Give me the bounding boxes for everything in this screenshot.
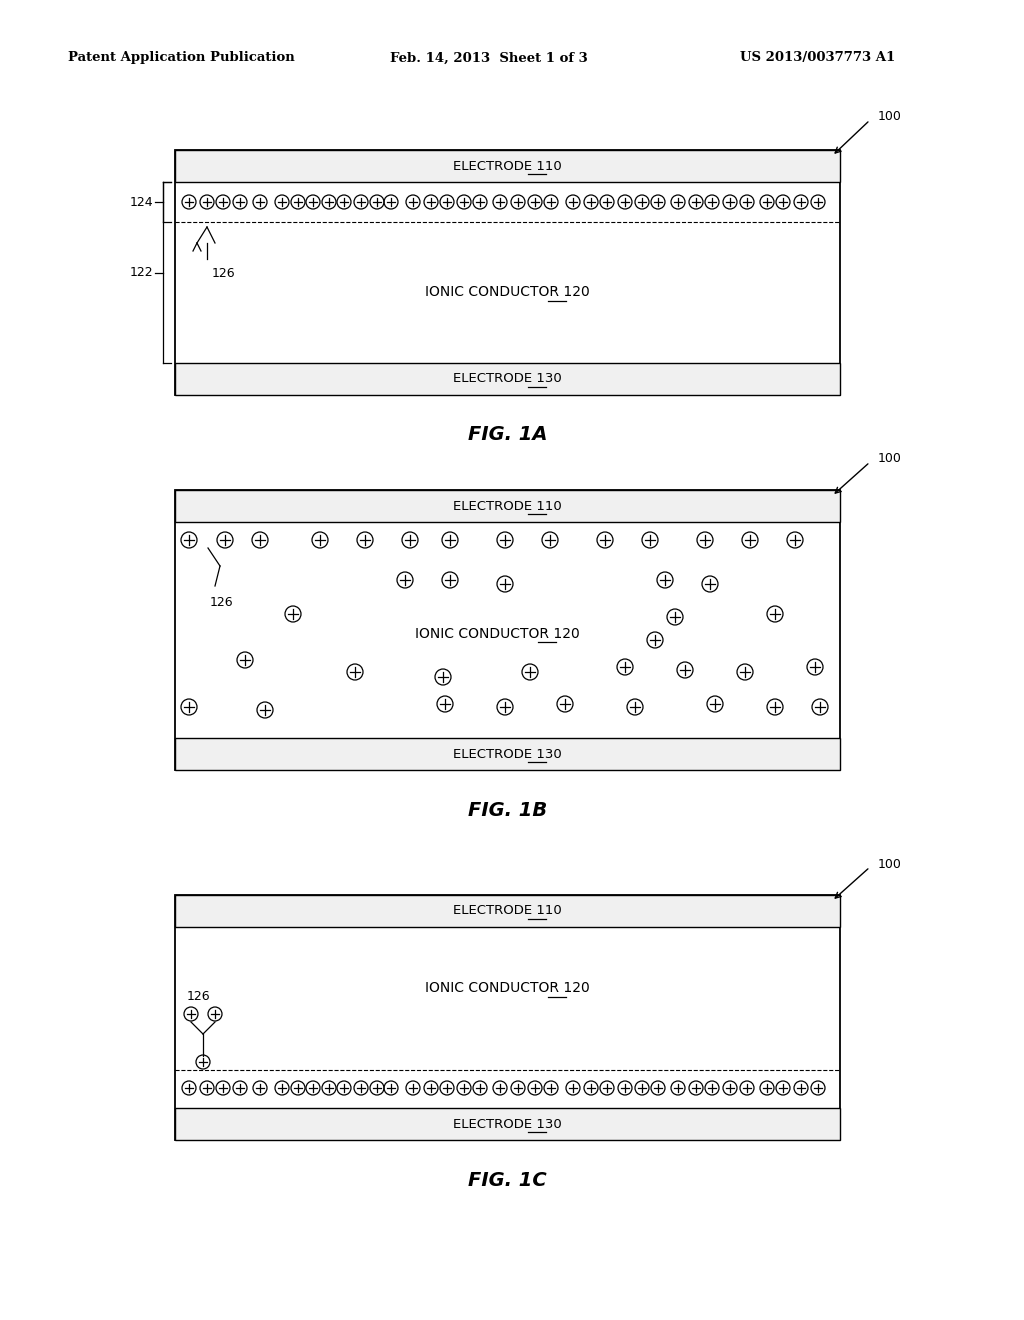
Text: ELECTRODE 130: ELECTRODE 130 — [454, 747, 562, 760]
Bar — [175, 363, 840, 395]
Text: 126: 126 — [212, 267, 236, 280]
Text: 126: 126 — [187, 990, 211, 1003]
Bar — [175, 150, 840, 182]
Text: IONIC CONDUCTOR 120: IONIC CONDUCTOR 120 — [415, 627, 580, 642]
Text: ELECTRODE 130: ELECTRODE 130 — [454, 1118, 562, 1130]
Bar — [175, 1107, 840, 1140]
Text: ELECTRODE 110: ELECTRODE 110 — [454, 160, 562, 173]
Text: ELECTRODE 130: ELECTRODE 130 — [454, 372, 562, 385]
Text: 122: 122 — [129, 267, 153, 279]
Text: 100: 100 — [878, 453, 902, 466]
Bar — [175, 490, 840, 770]
Bar — [175, 150, 840, 395]
Text: 124: 124 — [129, 195, 153, 209]
Text: 100: 100 — [878, 111, 902, 124]
Text: IONIC CONDUCTOR 120: IONIC CONDUCTOR 120 — [425, 285, 590, 300]
Bar — [175, 490, 840, 521]
Text: Feb. 14, 2013  Sheet 1 of 3: Feb. 14, 2013 Sheet 1 of 3 — [390, 51, 588, 65]
Text: US 2013/0037773 A1: US 2013/0037773 A1 — [740, 51, 895, 65]
Bar — [175, 895, 840, 927]
Text: Patent Application Publication: Patent Application Publication — [68, 51, 295, 65]
Text: ELECTRODE 110: ELECTRODE 110 — [454, 499, 562, 512]
Text: FIG. 1A: FIG. 1A — [468, 425, 547, 445]
Text: FIG. 1B: FIG. 1B — [468, 800, 547, 820]
Text: IONIC CONDUCTOR 120: IONIC CONDUCTOR 120 — [425, 982, 590, 995]
Text: FIG. 1C: FIG. 1C — [468, 1171, 547, 1189]
Bar — [175, 895, 840, 1140]
Text: 100: 100 — [878, 858, 902, 870]
Text: ELECTRODE 110: ELECTRODE 110 — [454, 904, 562, 917]
Bar — [175, 738, 840, 770]
Text: 126: 126 — [210, 597, 233, 609]
